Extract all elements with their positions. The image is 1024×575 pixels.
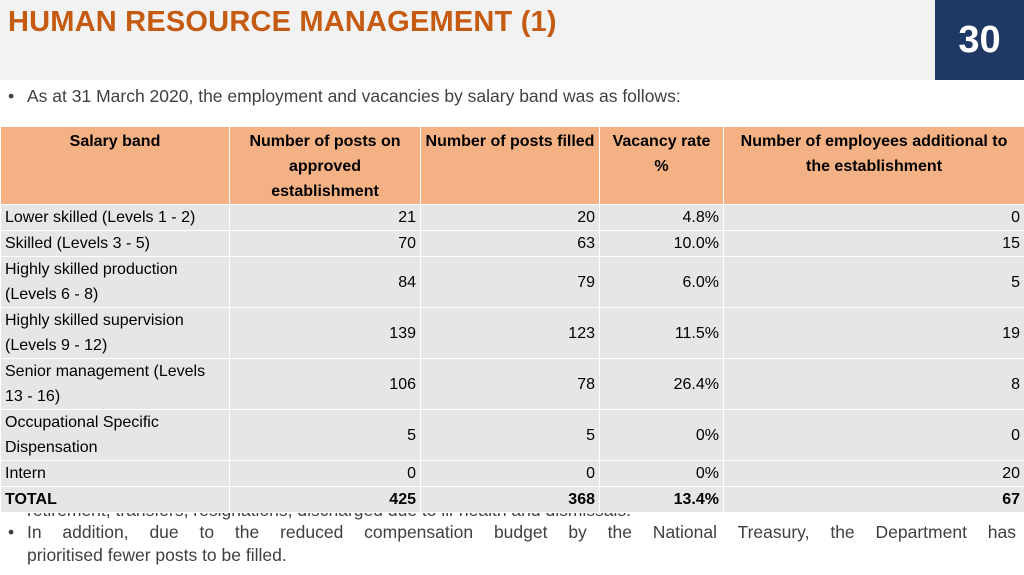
posts-filled-cell: 78 [420, 358, 600, 410]
salary-band-cell: Intern [0, 460, 230, 487]
page-number-badge: 30 [935, 0, 1024, 80]
vacancy-rate-cell: 26.4% [599, 358, 724, 410]
salary-band-cell: Lower skilled (Levels 1 - 2) [0, 204, 230, 231]
col-header-approved-posts: Number of posts on approved establishmen… [229, 126, 421, 205]
approved-posts-cell: 0 [229, 460, 421, 487]
col-header-additional-employees: Number of employees additional to the es… [723, 126, 1024, 205]
note-line-2: prioritised fewer posts to be filled. [27, 545, 287, 565]
approved-posts-cell: 84 [229, 256, 421, 308]
approved-posts-cell: 70 [229, 230, 421, 257]
vacancy-rate-cell: 0% [599, 409, 724, 461]
posts-filled-cell: 5 [420, 409, 600, 461]
total-vacancy-rate-cell: 13.4% [599, 486, 724, 513]
table-row: Highly skilled production (Levels 6 - 8)… [0, 256, 1024, 308]
intro-text: As at 31 March 2020, the employment and … [27, 86, 681, 106]
approved-posts-cell: 106 [229, 358, 421, 410]
vacancy-rate-cell: 10.0% [599, 230, 724, 257]
approved-posts-cell: 139 [229, 307, 421, 359]
vacancy-rate-cell: 11.5% [599, 307, 724, 359]
table-row: Skilled (Levels 3 - 5) 70 63 10.0% 15 [0, 230, 1024, 257]
table-row: Senior management (Levels 13 - 16) 106 78 2… [0, 358, 1024, 410]
table-body: Lower skilled (Levels 1 - 2) 21 20 4.8% 0 Ski… [0, 204, 1024, 513]
additional-employees-cell: 15 [723, 230, 1024, 257]
header-band [0, 0, 1024, 80]
additional-employees-cell: 20 [723, 460, 1024, 487]
table-row: Lower skilled (Levels 1 - 2) 21 20 4.8% 0 [0, 204, 1024, 231]
vacancy-rate-cell: 6.0% [599, 256, 724, 308]
page-number: 30 [958, 18, 1001, 61]
table-row: Highly skilled supervision (Levels 9 - 1… [0, 307, 1024, 359]
posts-filled-cell: 0 [420, 460, 600, 487]
additional-employees-cell: 0 [723, 409, 1024, 461]
posts-filled-cell: 20 [420, 204, 600, 231]
bullet-icon: • [8, 86, 15, 106]
salary-band-table: Salary band Number of posts on approved … [0, 126, 1024, 513]
additional-employees-cell: 0 [723, 204, 1024, 231]
col-header-salary-band: Salary band [0, 126, 230, 205]
total-approved-posts-cell: 425 [229, 486, 421, 513]
salary-band-cell: Skilled (Levels 3 - 5) [0, 230, 230, 257]
salary-band-cell: Senior management (Levels 13 - 16) [0, 358, 230, 410]
bullet-icon: • [8, 522, 15, 542]
posts-filled-cell: 63 [420, 230, 600, 257]
slide-title: HUMAN RESOURCE MANAGEMENT (1) [8, 6, 557, 38]
additional-employees-cell: 8 [723, 358, 1024, 410]
col-header-vacancy-rate: Vacancy rate % [599, 126, 724, 205]
table-total-row: TOTAL 425 368 13.4% 67 [0, 486, 1024, 513]
note-bullet: • In addition, due to the reduced compen… [8, 521, 1016, 567]
note-line-1: In addition, due to the reduced compensa… [27, 522, 1016, 542]
posts-filled-cell: 79 [420, 256, 600, 308]
table-row: Occupational Specific Dispensation 5 5 0% 0 [0, 409, 1024, 461]
table-row: Intern 0 0 0% 20 [0, 460, 1024, 487]
total-posts-filled-cell: 368 [420, 486, 600, 513]
additional-employees-cell: 19 [723, 307, 1024, 359]
total-additional-employees-cell: 67 [723, 486, 1024, 513]
total-salary-band-cell: TOTAL [0, 486, 230, 513]
salary-band-cell: Highly skilled supervision (Levels 9 - 1… [0, 307, 230, 359]
intro-bullet: • As at 31 March 2020, the employment and… [8, 86, 1008, 107]
salary-band-cell: Highly skilled production (Levels 6 - 8) [0, 256, 230, 308]
additional-employees-cell: 5 [723, 256, 1024, 308]
table-header-row: Salary band Number of posts on approved … [0, 126, 1024, 205]
approved-posts-cell: 5 [229, 409, 421, 461]
vacancy-rate-cell: 4.8% [599, 204, 724, 231]
posts-filled-cell: 123 [420, 307, 600, 359]
salary-band-cell: Occupational Specific Dispensation [0, 409, 230, 461]
vacancy-rate-cell: 0% [599, 460, 724, 487]
col-header-posts-filled: Number of posts filled [420, 126, 600, 205]
approved-posts-cell: 21 [229, 204, 421, 231]
